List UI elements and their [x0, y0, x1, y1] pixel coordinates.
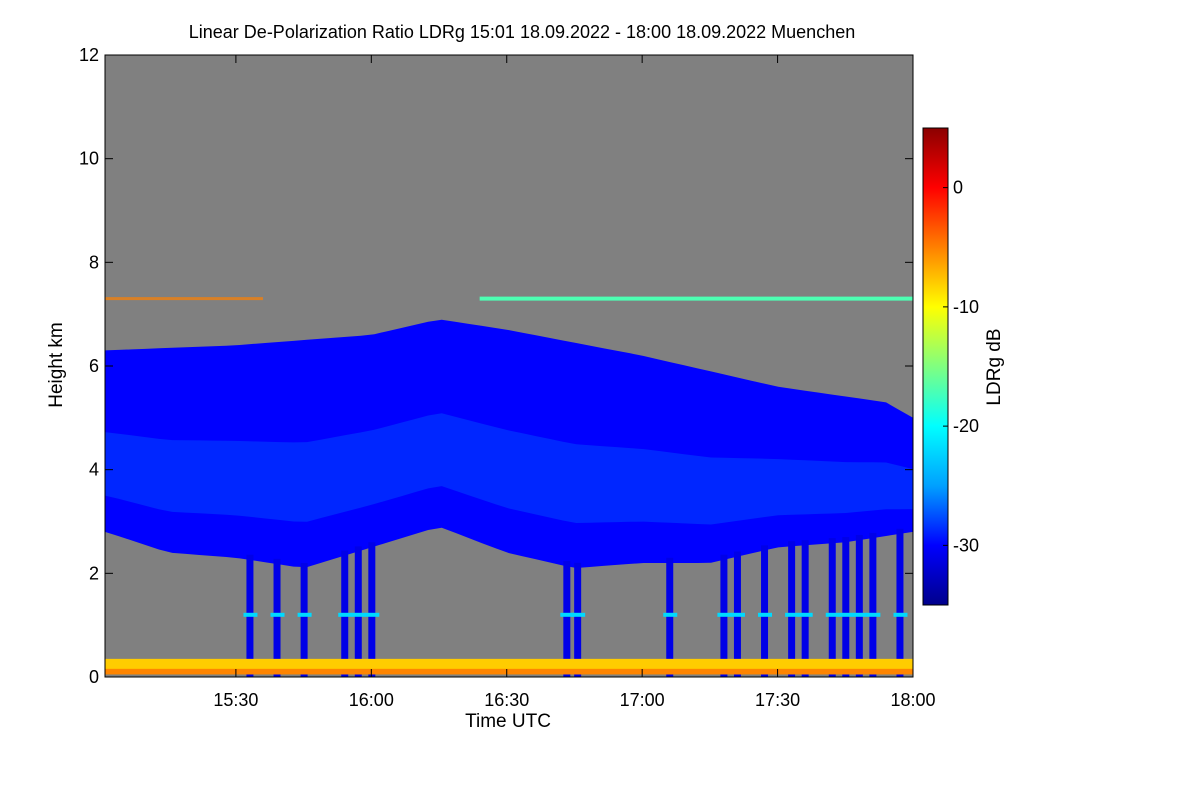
- melting-layer-segment: [365, 612, 380, 617]
- precip-streak: [896, 528, 904, 677]
- x-tick-label: 18:00: [890, 690, 935, 710]
- plot-area: [105, 55, 913, 677]
- melting-layer-segment: [852, 612, 867, 617]
- precip-streak: [869, 532, 877, 677]
- melting-layer-segment: [798, 612, 813, 617]
- x-axis: 15:30 16:00 16:30 17:00 17:30 18:00: [213, 55, 936, 710]
- melting-layer-segment: [839, 612, 854, 617]
- precip-streak: [855, 534, 863, 677]
- precip-streak: [273, 558, 281, 677]
- x-tick-label: 16:30: [484, 690, 529, 710]
- y-axis: 0 2 4 6 8 10 12: [79, 45, 913, 687]
- colorbar-tick-label: 0: [953, 178, 963, 198]
- colorbar-label: LDRg dB: [984, 328, 1005, 405]
- x-tick-label: 16:00: [349, 690, 394, 710]
- thin-layer-left: [105, 297, 263, 301]
- precip-streak: [354, 546, 362, 677]
- chart-title: Linear De-Polarization Ratio LDRg 15:01 …: [189, 22, 855, 42]
- colorbar-tick-label: -10: [953, 297, 979, 317]
- y-tick-label: 10: [79, 149, 99, 169]
- melting-layer-segment: [297, 612, 312, 617]
- melting-layer-segment: [571, 612, 586, 617]
- melting-layer-segment: [866, 612, 881, 617]
- melting-layer-segment: [717, 612, 732, 617]
- melting-layer-segment: [758, 612, 773, 617]
- melting-layer-segment: [785, 612, 800, 617]
- melting-layer-segment: [825, 612, 840, 617]
- y-tick-label: 8: [89, 252, 99, 272]
- colorbar-tick-label: -20: [953, 416, 979, 436]
- y-tick-label: 0: [89, 667, 99, 687]
- melting-layer-segment: [663, 612, 678, 617]
- x-tick-label: 17:00: [620, 690, 665, 710]
- precip-streak: [300, 562, 308, 677]
- melting-layer-segment: [351, 612, 366, 617]
- precip-streak: [368, 542, 376, 677]
- y-tick-label: 2: [89, 563, 99, 583]
- melting-layer-segment: [730, 612, 745, 617]
- melting-layer-segment: [893, 612, 908, 617]
- thin-layer-main: [479, 296, 913, 301]
- x-axis-label: Time UTC: [465, 711, 551, 732]
- precip-streak: [801, 540, 809, 677]
- precip-streak: [761, 545, 769, 677]
- precip-streak: [828, 538, 836, 677]
- y-tick-label: 4: [89, 460, 99, 480]
- precip-streak: [842, 537, 850, 677]
- x-tick-label: 15:30: [213, 690, 258, 710]
- melting-layer-segment: [243, 612, 258, 617]
- colorbar: [922, 127, 949, 606]
- precip-streak: [666, 557, 674, 677]
- melting-layer-segment: [338, 612, 353, 617]
- cloud-inner-band: [105, 413, 913, 525]
- near-surface-band-lower: [105, 668, 913, 675]
- precip-streak: [574, 562, 582, 677]
- y-axis-label: Height km: [46, 322, 67, 408]
- y-tick-label: 12: [79, 45, 99, 65]
- melting-layer-segment: [270, 612, 285, 617]
- colorbar-tick-label: -30: [953, 535, 979, 555]
- melting-layer-segment: [560, 612, 575, 617]
- precip-streak: [788, 541, 796, 677]
- precip-streak: [563, 561, 571, 677]
- x-tick-label: 17:30: [755, 690, 800, 710]
- colorbar-ticks: 0 -10 -20 -30: [943, 178, 979, 555]
- y-tick-label: 6: [89, 356, 99, 376]
